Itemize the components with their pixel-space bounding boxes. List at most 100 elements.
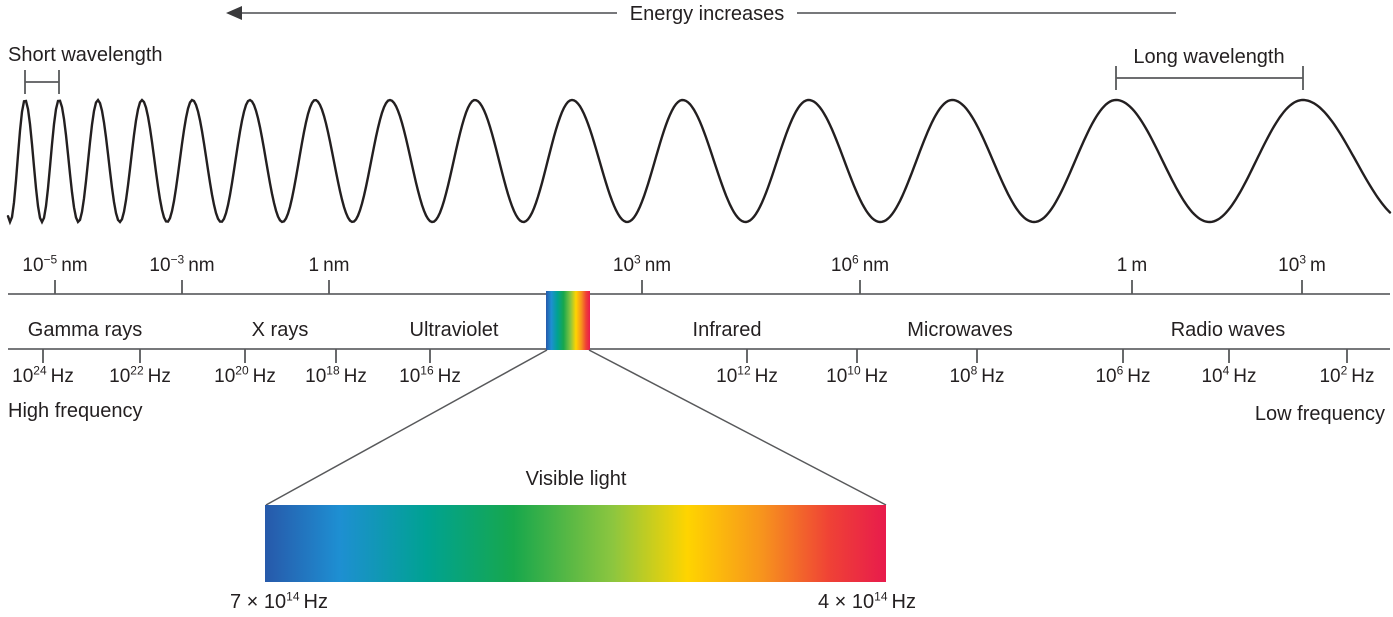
freq-exponent: 14 xyxy=(286,589,300,604)
visible-light-bar xyxy=(265,505,886,582)
tick-unit: Hz xyxy=(50,366,74,387)
tick-unit: nm xyxy=(323,255,350,276)
tick-exponent: −5 xyxy=(43,252,58,267)
tick-unit: Hz xyxy=(147,366,171,387)
tick-unit: Hz xyxy=(437,366,461,387)
long-wavelength-label: Long wavelength xyxy=(1133,46,1285,68)
band-label-4: Microwaves xyxy=(907,319,1013,341)
band-label-5: Radio waves xyxy=(1170,319,1286,341)
wavelength-tick-label-6: 103 m xyxy=(1278,252,1326,277)
tick-base: 10 xyxy=(949,366,971,387)
frequency-tick-label-6: 1010 Hz xyxy=(826,363,888,388)
visible-light-label: Visible light xyxy=(525,468,627,490)
frequency-tick-label-9: 104 Hz xyxy=(1201,363,1257,388)
em-wave-curve xyxy=(6,97,1392,226)
frequency-tick-label-7: 108 Hz xyxy=(949,363,1005,388)
tick-base: 10 xyxy=(716,366,738,387)
tick-unit: m xyxy=(1310,255,1326,276)
tick-unit: nm xyxy=(188,255,215,276)
tick-exponent: 24 xyxy=(33,363,47,378)
tick-exponent: 20 xyxy=(235,363,249,378)
low-frequency-label: Low frequency xyxy=(1254,403,1385,425)
wavelength-tick-label-2: 1 nm xyxy=(308,255,350,277)
visible-band-mini xyxy=(546,291,590,350)
freq-unit: Hz xyxy=(891,591,916,613)
tick-unit: Hz xyxy=(1351,366,1375,387)
tick-exponent: 3 xyxy=(1299,252,1306,267)
tick-base: 10 xyxy=(109,366,131,387)
tick-unit: Hz xyxy=(864,366,888,387)
short-wavelength-bracket xyxy=(24,70,60,94)
tick-base: 10 xyxy=(1319,366,1341,387)
tick-base: 10 xyxy=(399,366,421,387)
freq-prefix: 7 × xyxy=(230,591,264,613)
zoom-line-right xyxy=(588,349,887,506)
tick-exponent: −3 xyxy=(170,252,185,267)
tick-unit: nm xyxy=(862,255,890,276)
freq-unit: Hz xyxy=(303,591,328,613)
tick-exponent: 2 xyxy=(1340,363,1348,378)
wavelength-tick-label-1: 10−3 nm xyxy=(149,252,215,277)
tick-base: 10 xyxy=(22,255,44,276)
tick-base: 10 xyxy=(826,366,848,387)
tick-unit: Hz xyxy=(754,366,778,387)
wavelength-tick-label-3: 103 nm xyxy=(612,252,672,277)
wavelength-tick-label-4: 106 nm xyxy=(830,252,890,277)
tick-base: 10 xyxy=(149,255,171,276)
visible-light-left-frequency: 7 × 1014 Hz xyxy=(230,589,328,613)
tick-unit: Hz xyxy=(981,366,1005,387)
tick-exponent: 10 xyxy=(847,363,861,378)
frequency-tick-label-4: 1016 Hz xyxy=(399,363,461,388)
tick-base: 1 xyxy=(1116,255,1128,276)
tick-unit: m xyxy=(1131,255,1148,276)
band-label-0: Gamma rays xyxy=(27,319,143,341)
band-label-3: Infrared xyxy=(692,319,762,341)
freq-exponent: 14 xyxy=(874,589,888,604)
tick-base: 10 xyxy=(214,366,236,387)
tick-exponent: 18 xyxy=(326,363,340,378)
tick-base: 10 xyxy=(612,255,635,276)
short-wavelength-label: Short wavelength xyxy=(8,44,163,66)
energy-increases-label: Energy increases xyxy=(629,3,785,25)
frequency-tick-label-3: 1018 Hz xyxy=(305,363,367,388)
band-label-1: X rays xyxy=(251,319,309,341)
frequency-tick-label-1: 1022 Hz xyxy=(109,363,171,388)
band-label-2: Ultraviolet xyxy=(409,319,499,341)
tick-base: 10 xyxy=(1278,255,1300,276)
tick-unit: nm xyxy=(644,255,672,276)
freq-base: 10 xyxy=(851,591,875,613)
tick-exponent: 3 xyxy=(634,252,641,267)
tick-exponent: 12 xyxy=(737,363,751,378)
energy-arrow-head xyxy=(226,6,242,20)
freq-prefix: 4 × xyxy=(818,591,852,613)
frequency-tick-label-2: 1020 Hz xyxy=(214,363,276,388)
tick-exponent: 8 xyxy=(970,363,978,378)
tick-exponent: 6 xyxy=(852,252,859,267)
tick-unit: Hz xyxy=(252,366,276,387)
frequency-tick-label-8: 106 Hz xyxy=(1095,363,1151,388)
tick-exponent: 22 xyxy=(130,363,144,378)
tick-base: 10 xyxy=(830,255,853,276)
tick-unit: Hz xyxy=(1127,366,1151,387)
tick-exponent: 16 xyxy=(420,363,434,378)
tick-unit: Hz xyxy=(343,366,367,387)
wavelength-tick-label-0: 10−5 nm xyxy=(22,252,88,277)
tick-base: 1 xyxy=(308,255,320,276)
tick-unit: Hz xyxy=(1233,366,1257,387)
tick-exponent: 4 xyxy=(1222,363,1230,378)
tick-base: 10 xyxy=(305,366,327,387)
visible-light-right-frequency: 4 × 1014 Hz xyxy=(818,589,916,613)
tick-base: 10 xyxy=(1201,366,1223,387)
tick-base: 10 xyxy=(1095,366,1117,387)
long-wavelength-bracket xyxy=(1115,66,1304,90)
freq-base: 10 xyxy=(263,591,287,613)
frequency-tick-label-5: 1012 Hz xyxy=(716,363,778,388)
tick-base: 10 xyxy=(12,366,34,387)
tick-unit: nm xyxy=(61,255,88,276)
high-frequency-label: High frequency xyxy=(8,400,143,422)
tick-exponent: 6 xyxy=(1116,363,1124,378)
frequency-tick-label-10: 102 Hz xyxy=(1319,363,1375,388)
